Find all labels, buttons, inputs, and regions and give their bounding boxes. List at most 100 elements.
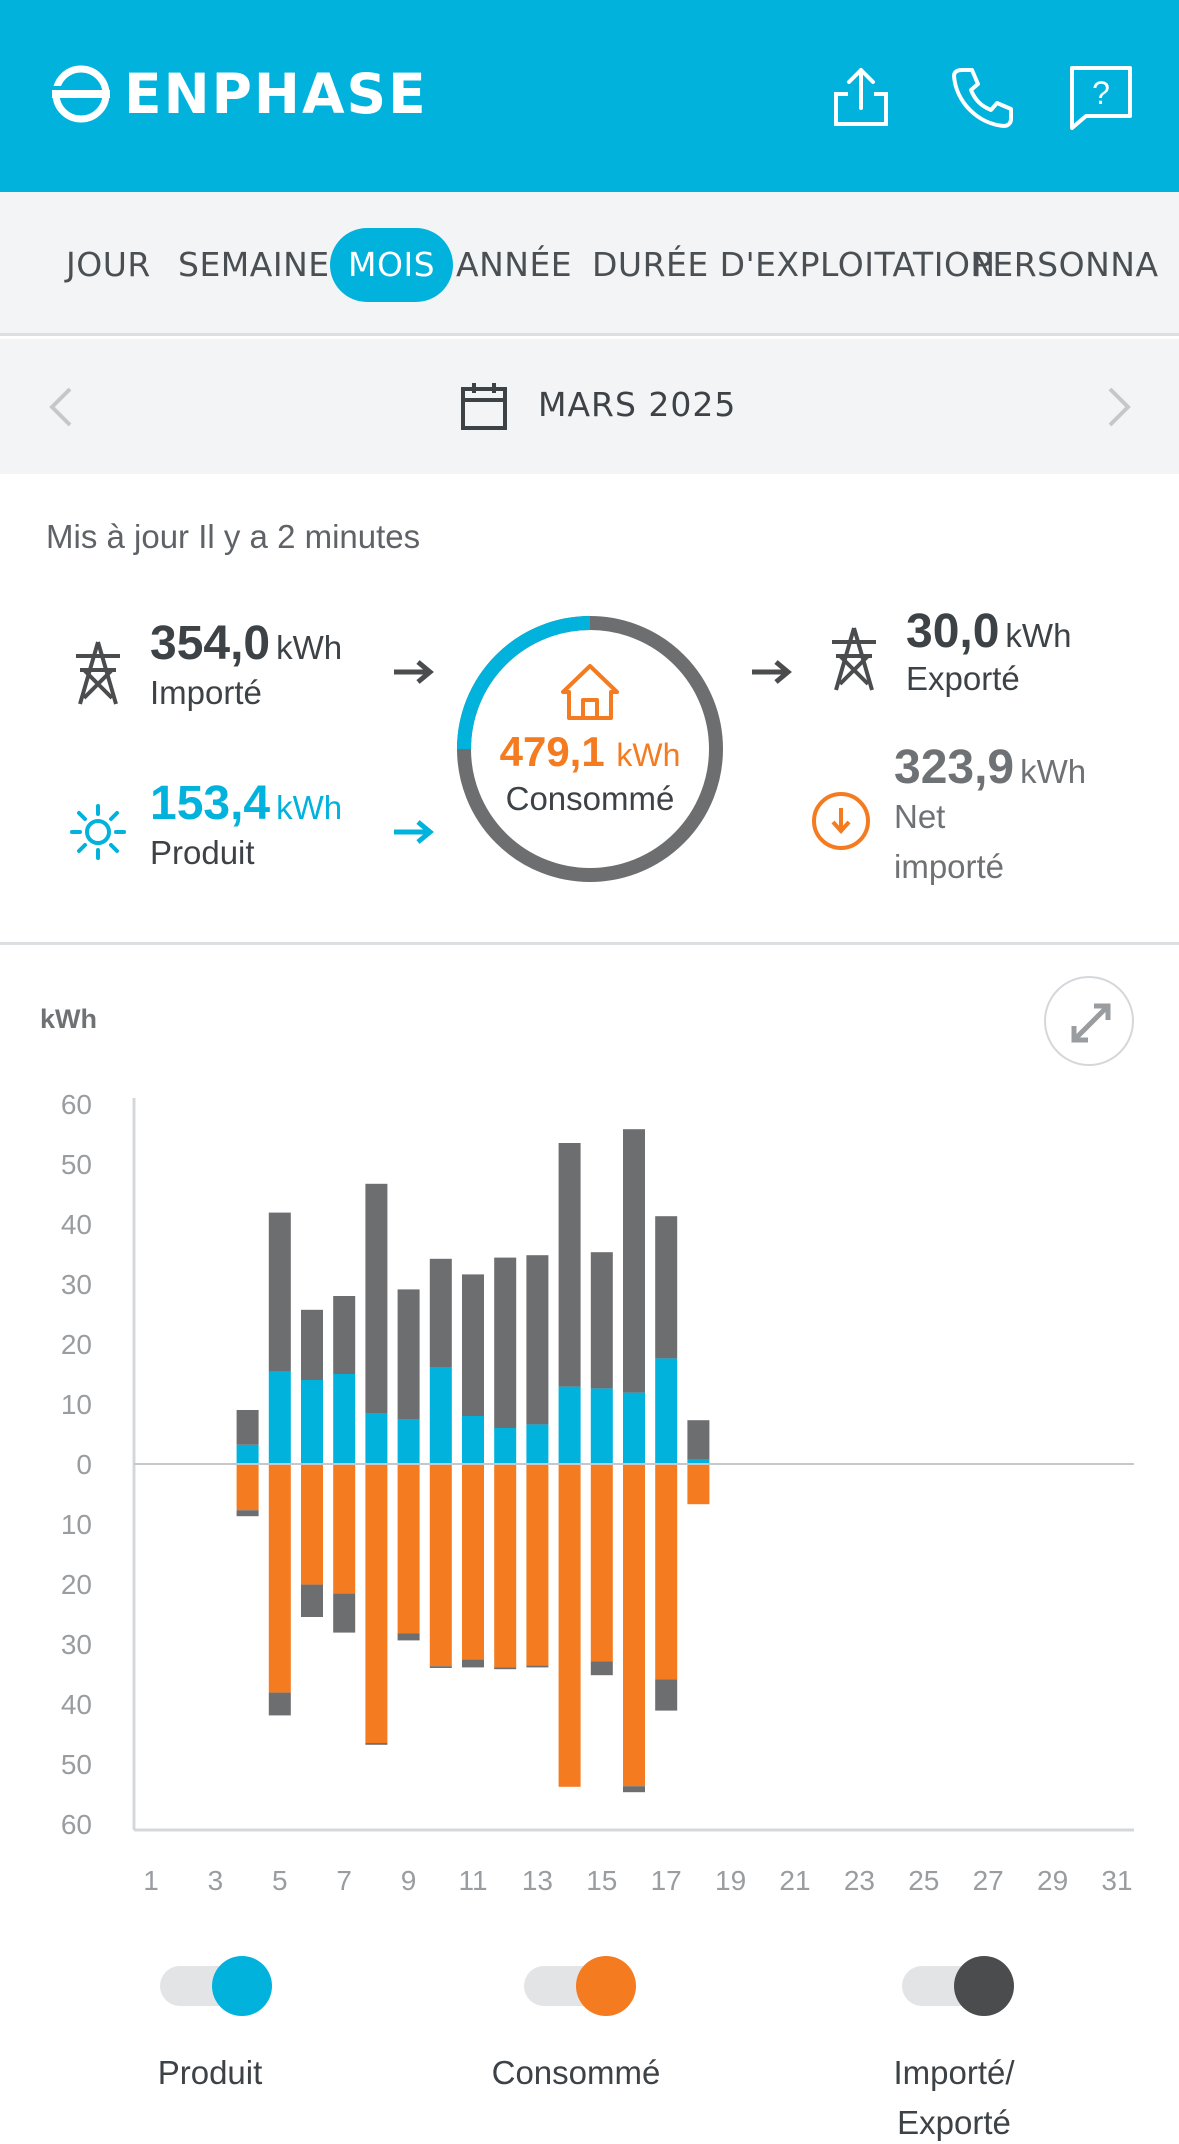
toggle-produit[interactable] xyxy=(160,1956,272,2016)
bar-importe xyxy=(236,1410,259,1445)
bar-importe xyxy=(365,1183,388,1413)
consumed-label: Consommé xyxy=(505,780,675,817)
bar-consomme-importe xyxy=(301,1584,323,1617)
section-divider xyxy=(0,942,1179,945)
period-tabs: JOUR SEMAINE MOIS ANNÉE DURÉE D'EXPLOITA… xyxy=(0,192,1179,336)
x-tick-label: 1 xyxy=(143,1865,159,1896)
legend-consomme: Consommé xyxy=(491,2054,661,2091)
tab-semaine[interactable]: SEMAINE xyxy=(178,245,330,284)
net-label-line2: importé xyxy=(894,848,1005,885)
exported-label: Exporté xyxy=(906,660,1020,697)
x-tick-label: 5 xyxy=(272,1865,288,1896)
x-tick-label: 19 xyxy=(715,1865,746,1896)
x-tick-label: 23 xyxy=(844,1865,875,1896)
y-tick-label: 20 xyxy=(61,1569,92,1600)
tab-jour[interactable]: JOUR xyxy=(66,245,151,284)
chart-unit-label: kWh xyxy=(40,1004,97,1034)
bar-consomme-importe xyxy=(623,1786,645,1793)
bar-consomme xyxy=(623,1464,645,1787)
bar-consomme xyxy=(687,1464,710,1505)
legend-importe-exporte-line1: Importé/ xyxy=(893,2054,1015,2091)
expand-chart-button[interactable] xyxy=(1044,976,1134,1066)
bar-produit xyxy=(301,1380,323,1464)
bar-consomme-importe xyxy=(397,1633,420,1641)
bar-consomme-importe xyxy=(333,1593,356,1633)
x-tick-label: 7 xyxy=(336,1865,352,1896)
bar-consomme xyxy=(429,1464,452,1667)
y-tick-label: 40 xyxy=(61,1689,92,1720)
bar-consomme xyxy=(462,1464,484,1660)
bar-importe xyxy=(623,1129,645,1393)
last-updated: Mis à jour Il y a 2 minutes xyxy=(46,518,421,555)
bar-consomme xyxy=(268,1464,291,1693)
chevron-right-icon[interactable] xyxy=(1098,383,1138,431)
y-tick-label: 60 xyxy=(61,1089,92,1120)
bar-consomme-importe xyxy=(655,1679,678,1711)
y-tick-label: 50 xyxy=(61,1749,92,1780)
calendar-icon[interactable] xyxy=(460,381,508,431)
net-label-line1: Net xyxy=(894,798,946,835)
app-header: ENPHASE ? xyxy=(0,0,1179,192)
toggle-knob-consomme xyxy=(576,1956,636,2016)
period-label[interactable]: MARS 2025 xyxy=(538,385,737,424)
bar-importe xyxy=(301,1309,323,1380)
bar-consomme xyxy=(301,1464,323,1585)
tab-annee[interactable]: ANNÉE xyxy=(456,245,573,284)
x-tick-label: 17 xyxy=(651,1865,682,1896)
y-tick-label: 10 xyxy=(61,1509,92,1540)
bar-consomme xyxy=(397,1464,420,1634)
arrow-right-export-icon xyxy=(752,660,792,684)
y-tick-label: 30 xyxy=(61,1269,92,1300)
bar-importe xyxy=(494,1257,517,1428)
tab-personnalise[interactable]: PERSONNA xyxy=(972,245,1159,284)
bar-produit xyxy=(526,1424,549,1464)
arrow-right-icon xyxy=(394,660,434,684)
bar-produit xyxy=(365,1413,388,1464)
x-tick-label: 9 xyxy=(401,1865,417,1896)
toggle-consomme[interactable] xyxy=(524,1956,636,2016)
bar-importe xyxy=(397,1289,420,1419)
tab-duree-exploitation[interactable]: DURÉE D'EXPLOITATION xyxy=(592,245,996,284)
bar-consomme xyxy=(655,1464,678,1680)
help-icon[interactable]: ? xyxy=(1066,62,1136,132)
y-tick-label: 30 xyxy=(61,1629,92,1660)
share-icon[interactable] xyxy=(826,62,896,132)
toggle-knob-produit xyxy=(212,1956,272,2016)
grid-tower-icon xyxy=(76,641,120,705)
bar-produit xyxy=(462,1416,484,1464)
bar-consomme xyxy=(236,1464,259,1511)
bar-consomme xyxy=(333,1464,356,1594)
chevron-left-icon[interactable] xyxy=(42,383,82,431)
enphase-logo: ENPHASE xyxy=(52,62,428,126)
bar-produit xyxy=(590,1388,613,1464)
bar-importe xyxy=(558,1143,581,1387)
date-navigator: MARS 2025 xyxy=(0,339,1179,474)
produced-value: 153,4 kWh xyxy=(150,777,343,830)
expand-icon xyxy=(1071,1003,1111,1043)
y-tick-label: 60 xyxy=(61,1809,92,1840)
bar-consomme xyxy=(365,1464,388,1743)
x-tick-label: 11 xyxy=(458,1865,487,1896)
y-tick-label: 0 xyxy=(76,1449,92,1480)
bar-produit xyxy=(236,1444,259,1464)
bar-consomme-importe xyxy=(590,1661,613,1676)
phone-icon[interactable] xyxy=(948,62,1018,132)
bar-produit xyxy=(397,1419,420,1464)
bar-consomme-importe xyxy=(236,1510,259,1517)
bar-produit xyxy=(655,1358,678,1464)
bar-consomme xyxy=(526,1464,549,1666)
tab-mois[interactable]: MOIS xyxy=(330,228,454,302)
net-value: 323,9 kWh xyxy=(894,741,1087,794)
y-tick-label: 40 xyxy=(61,1209,92,1240)
bar-produit xyxy=(268,1371,291,1464)
bar-importe xyxy=(687,1420,710,1460)
x-tick-label: 13 xyxy=(522,1865,553,1896)
arrow-right-blue-icon xyxy=(394,820,434,844)
x-tick-label: 3 xyxy=(208,1865,224,1896)
consumed-value: 479,1 kWh xyxy=(499,728,681,775)
bar-consomme-importe xyxy=(462,1659,484,1668)
bar-consomme-importe xyxy=(429,1666,452,1668)
toggle-importe-exporte[interactable] xyxy=(902,1956,1014,2016)
net-import-icon xyxy=(812,792,870,850)
